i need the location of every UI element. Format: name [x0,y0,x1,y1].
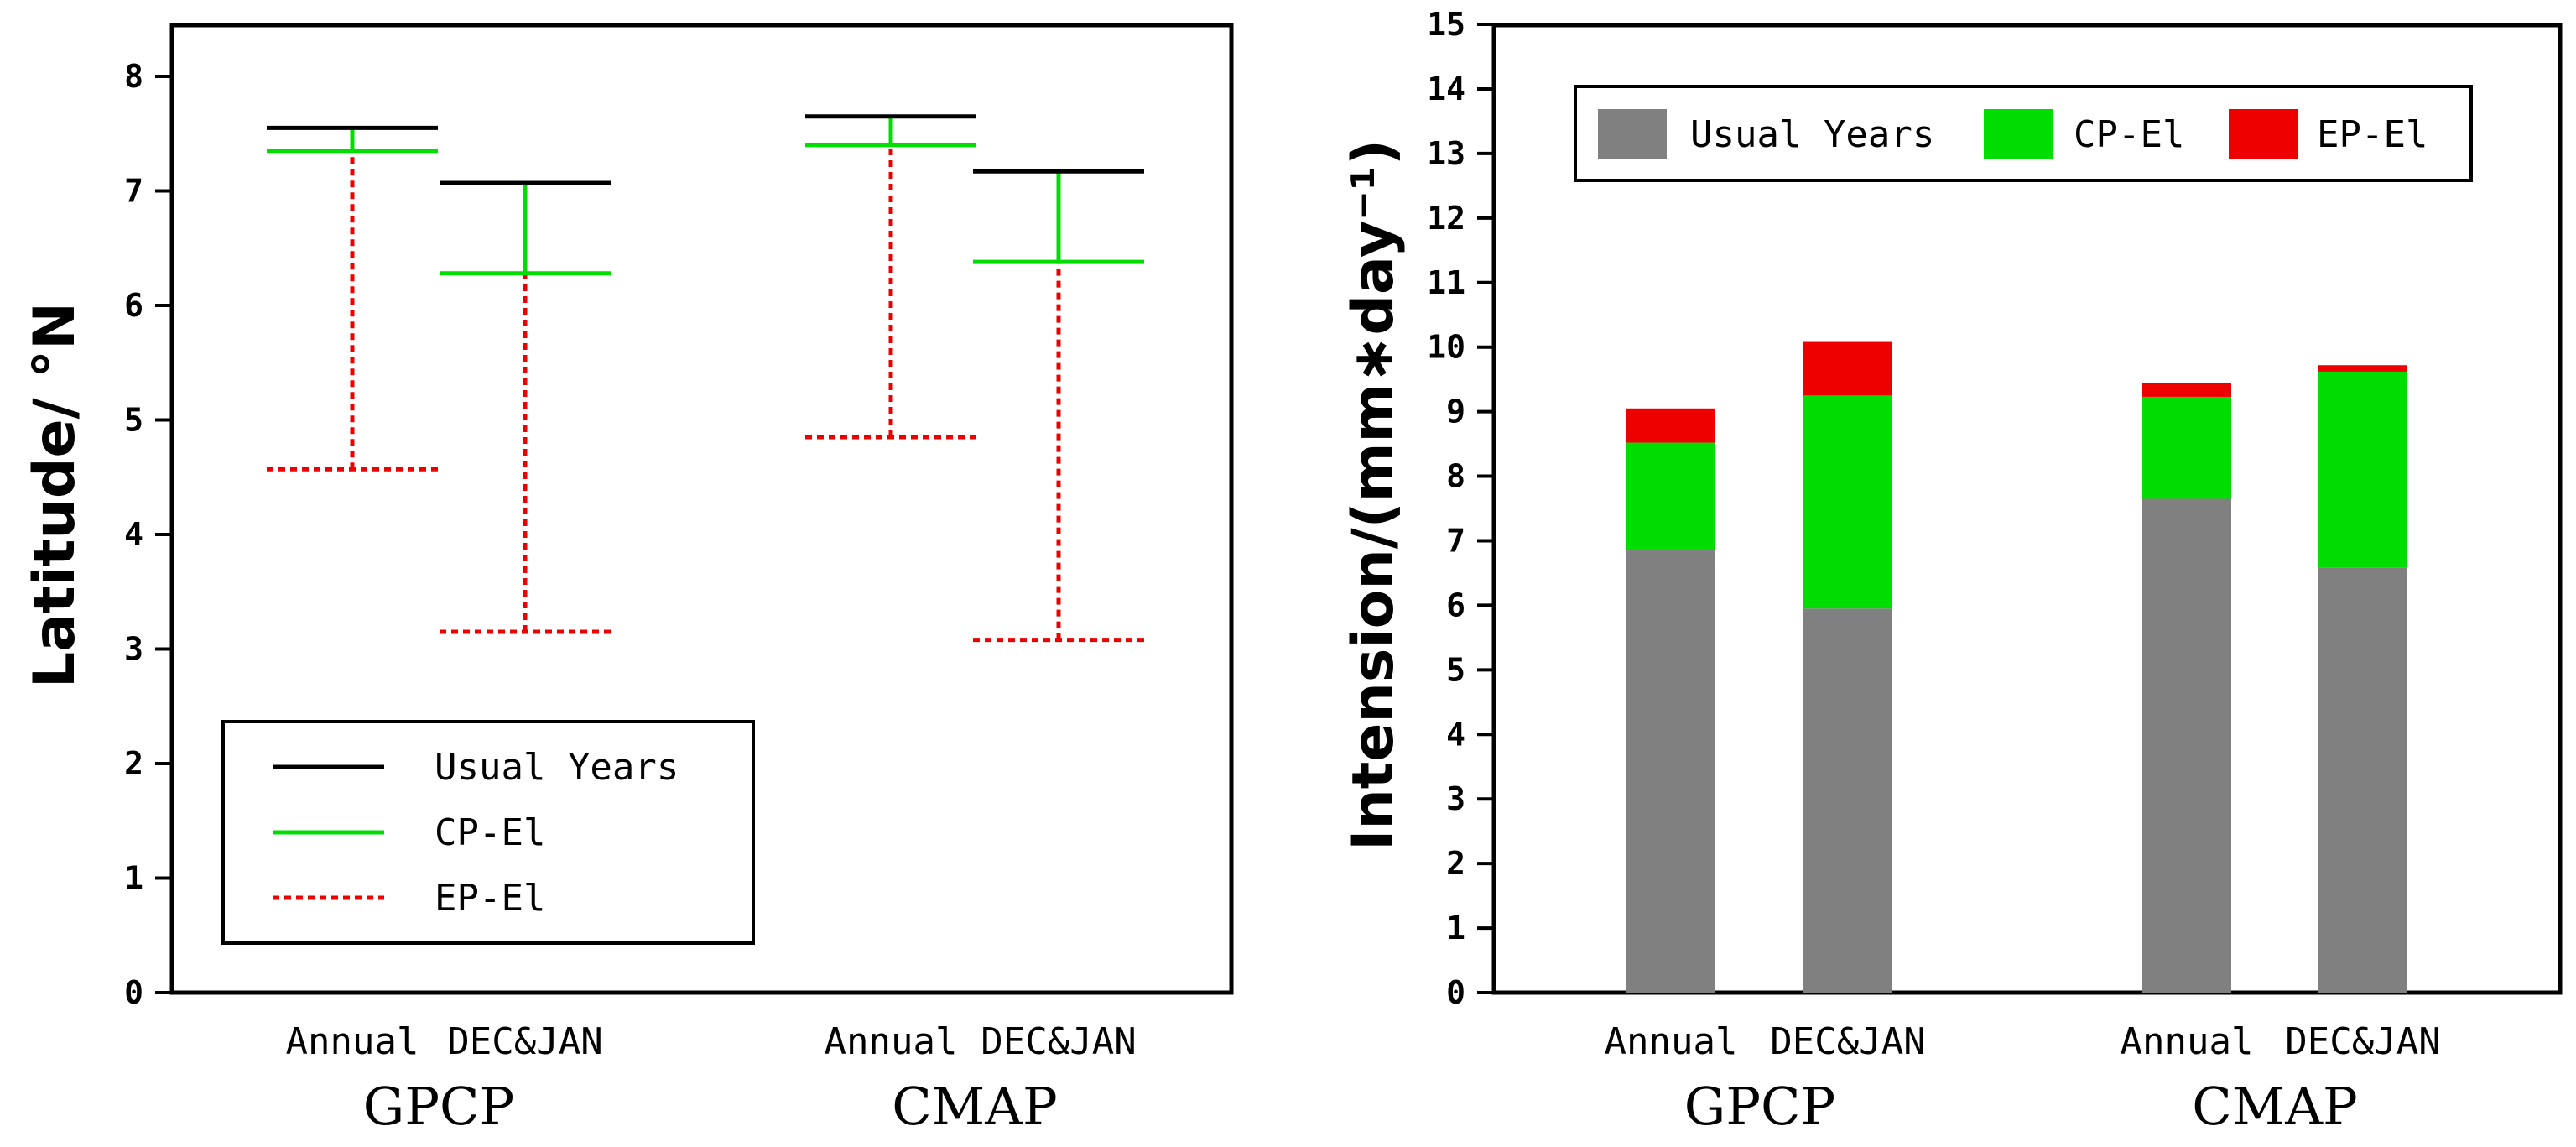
ep-el-bar [1803,341,1892,396]
x-category-label: Annual [2121,1020,2254,1063]
x-category-label: DEC&JAN [2285,1020,2440,1063]
x-category-label: Annual [1605,1020,1738,1063]
cp-el-bar [1803,395,1892,609]
x-category-label: Annual [825,1020,958,1063]
y-tick-label: 8 [1446,458,1465,495]
cp-el-bar [1626,442,1715,551]
legend: Usual Years CP-El EP-El [221,720,755,945]
usual-years-bar [1626,550,1715,993]
usual-years-bar [1803,608,1892,993]
latitude-range-chart: 0 1 2 3 4 5 6 7 8 Latitude/ °N Annual DEC&JAN Annual… [22,23,1234,1137]
legend-label: EP-El [435,877,545,920]
legend-swatch [2229,109,2298,159]
x-group-label: CMAP [892,1076,1057,1137]
y-tick-label: 14 [1427,70,1465,107]
y-tick-label: 5 [124,402,143,439]
x-category-label: Annual [286,1020,419,1063]
cp-el-bar [2318,371,2407,568]
usual-years-bar [2142,498,2231,993]
legend-label: CP-El [435,811,545,854]
y-tick-label: 10 [1427,329,1465,366]
y-tick-label: 11 [1427,264,1465,301]
x-category-label: DEC&JAN [981,1020,1136,1063]
legend-label: Usual Years [435,746,679,789]
cp-el-bar [2142,396,2231,499]
y-tick-label: 1 [124,860,143,897]
x-group-label: GPCP [1684,1076,1835,1137]
x-category-label: DEC&JAN [447,1020,602,1063]
plot-frame [169,23,1234,995]
y-tick-label: 2 [1446,845,1465,882]
legend-swatch [1598,109,1667,159]
legend: Usual Years CP-El EP-El [1574,85,2473,182]
y-tick-label: 12 [1427,200,1465,237]
y-tick-label: 3 [124,631,143,668]
y-tick-label: 5 [1446,651,1465,688]
legend-swatch [1984,109,2053,159]
y-tick-label: 8 [124,58,143,95]
x-group-label: CMAP [2192,1076,2357,1137]
y-tick-label: 7 [124,173,143,210]
usual-years-bar [2318,567,2407,993]
y-tick-label: 7 [1446,522,1465,559]
y-tick-label: 9 [1446,394,1465,430]
x-category-label: DEC&JAN [1770,1020,1925,1063]
y-tick-label: 6 [124,287,143,324]
y-tick-label: 2 [124,745,143,782]
y-tick-label: 4 [1446,716,1465,753]
ep-el-bar [2318,365,2407,372]
y-axis-label: Intension/(mm∗day⁻¹) [1340,139,1407,851]
legend-label: CP-El [2074,113,2184,156]
y-tick-label: 0 [124,974,143,1011]
y-tick-label: 6 [1446,587,1465,623]
y-tick-label: 3 [1446,780,1465,817]
y-tick-label: 1 [1446,910,1465,946]
y-tick-label: 0 [1446,974,1465,1011]
y-axis-label: Latitude/ °N [22,302,88,688]
ep-el-bar [2142,383,2231,397]
x-group-label: GPCP [363,1076,514,1137]
intensity-stacked-bar-chart: 0123456789101112131415Intension/(mm∗day⁻… [1340,6,2563,1137]
legend-label: EP-El [2317,113,2428,156]
y-tick-label: 4 [124,516,143,553]
legend-label: Usual Years [1690,113,1934,156]
y-tick-label: 15 [1427,6,1465,43]
plot-frame [1491,23,2563,995]
ep-el-bar [1626,408,1715,443]
y-tick-label: 13 [1427,135,1465,172]
